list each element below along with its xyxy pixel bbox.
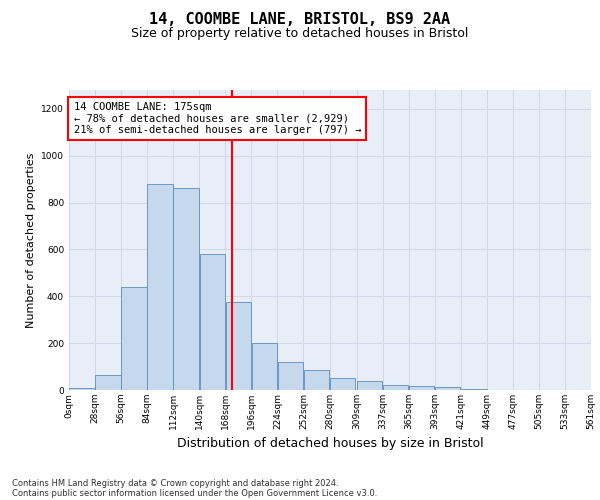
Bar [173, 188, 199, 390]
Bar [278, 362, 303, 390]
Bar [251, 343, 277, 390]
Bar [199, 254, 225, 390]
Bar [383, 386, 409, 390]
Y-axis label: Number of detached properties: Number of detached properties [26, 152, 35, 328]
Text: Size of property relative to detached houses in Bristol: Size of property relative to detached ho… [131, 28, 469, 40]
Text: Contains public sector information licensed under the Open Government Licence v3: Contains public sector information licen… [12, 488, 377, 498]
Bar [95, 375, 121, 390]
Bar [435, 387, 461, 390]
Bar [226, 302, 251, 390]
Text: 14, COOMBE LANE, BRISTOL, BS9 2AA: 14, COOMBE LANE, BRISTOL, BS9 2AA [149, 12, 451, 28]
Text: Contains HM Land Registry data © Crown copyright and database right 2024.: Contains HM Land Registry data © Crown c… [12, 478, 338, 488]
Bar [461, 389, 487, 390]
Bar [121, 287, 147, 390]
Text: 14 COOMBE LANE: 175sqm
← 78% of detached houses are smaller (2,929)
21% of semi-: 14 COOMBE LANE: 175sqm ← 78% of detached… [74, 102, 361, 135]
Bar [409, 386, 434, 390]
Bar [330, 378, 355, 390]
Bar [69, 388, 95, 390]
Bar [148, 184, 173, 390]
Bar [304, 370, 329, 390]
X-axis label: Distribution of detached houses by size in Bristol: Distribution of detached houses by size … [176, 438, 484, 450]
Bar [357, 380, 382, 390]
